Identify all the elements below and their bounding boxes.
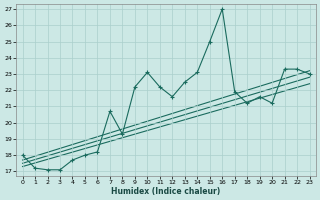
X-axis label: Humidex (Indice chaleur): Humidex (Indice chaleur) — [111, 187, 221, 196]
